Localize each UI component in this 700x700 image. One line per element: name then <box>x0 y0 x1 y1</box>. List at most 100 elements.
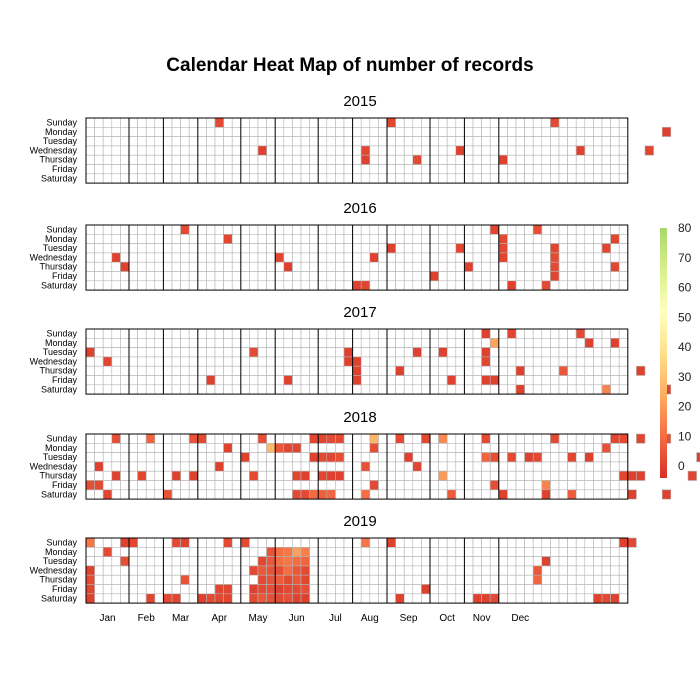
empty-day-cell <box>386 584 396 595</box>
day-cell <box>455 145 465 156</box>
empty-day-cell <box>567 470 577 481</box>
day-cell <box>627 489 637 500</box>
empty-day-cell <box>498 433 508 444</box>
empty-day-cell <box>335 375 345 386</box>
empty-day-cell <box>498 224 508 235</box>
empty-day-cell <box>283 537 293 548</box>
empty-day-cell <box>335 461 345 472</box>
empty-day-cell <box>240 117 250 128</box>
empty-day-cell <box>395 461 405 472</box>
empty-day-cell <box>421 375 431 386</box>
empty-day-cell <box>326 173 336 184</box>
empty-day-cell <box>593 127 603 137</box>
empty-day-cell <box>309 556 319 567</box>
empty-day-cell <box>111 489 121 500</box>
empty-day-cell <box>128 243 138 254</box>
empty-day-cell <box>85 243 95 254</box>
empty-day-cell <box>455 328 465 339</box>
empty-day-cell <box>85 136 95 147</box>
empty-day-cell <box>558 261 568 272</box>
empty-day-cell <box>541 243 551 254</box>
empty-day-cell <box>481 136 491 147</box>
empty-day-cell <box>446 565 457 576</box>
empty-day-cell <box>438 328 448 339</box>
empty-day-cell <box>532 154 543 165</box>
empty-day-cell <box>507 546 517 557</box>
empty-day-cell <box>188 337 199 348</box>
empty-day-cell <box>515 145 525 156</box>
empty-day-cell <box>403 375 414 386</box>
empty-day-cell <box>464 224 474 235</box>
empty-day-cell <box>120 136 130 147</box>
empty-day-cell <box>472 234 482 244</box>
empty-day-cell <box>283 173 293 184</box>
empty-day-cell <box>120 145 130 156</box>
empty-day-cell <box>300 173 310 184</box>
empty-day-cell <box>489 356 500 367</box>
empty-day-cell <box>446 337 457 348</box>
empty-day-cell <box>464 433 474 444</box>
day-cell <box>274 574 285 585</box>
empty-day-cell <box>300 337 310 348</box>
day-cell <box>180 224 190 235</box>
empty-day-cell <box>249 480 259 491</box>
empty-day-cell <box>206 280 216 291</box>
empty-day-cell <box>343 252 353 263</box>
empty-day-cell <box>550 127 560 137</box>
empty-day-cell <box>274 173 285 184</box>
empty-day-cell <box>300 154 310 165</box>
empty-day-cell <box>550 375 560 386</box>
empty-day-cell <box>137 546 147 557</box>
empty-day-cell <box>618 154 629 165</box>
empty-day-cell <box>206 546 216 557</box>
day-cell <box>610 234 620 244</box>
empty-day-cell <box>300 252 310 263</box>
empty-day-cell <box>455 470 465 481</box>
empty-day-cell <box>94 593 104 604</box>
empty-day-cell <box>403 574 414 585</box>
empty-day-cell <box>567 252 577 263</box>
day-cell <box>481 328 491 339</box>
empty-day-cell <box>455 584 465 595</box>
empty-day-cell <box>386 452 396 463</box>
empty-day-cell <box>206 365 216 376</box>
empty-day-cell <box>197 384 207 395</box>
empty-day-cell <box>163 365 173 376</box>
empty-day-cell <box>412 243 422 254</box>
empty-day-cell <box>283 280 293 291</box>
empty-day-cell <box>197 252 207 263</box>
empty-day-cell <box>395 234 405 244</box>
empty-day-cell <box>128 164 138 175</box>
empty-day-cell <box>145 271 156 282</box>
day-cell <box>283 593 293 604</box>
weekday-label: Saturday <box>41 489 78 499</box>
empty-day-cell <box>171 384 181 395</box>
empty-day-cell <box>214 546 224 557</box>
empty-day-cell <box>360 584 371 595</box>
empty-day-cell <box>197 243 207 254</box>
empty-day-cell <box>403 154 414 165</box>
empty-day-cell <box>335 136 345 147</box>
empty-day-cell <box>257 280 267 291</box>
empty-day-cell <box>309 574 319 585</box>
empty-day-cell <box>421 127 431 137</box>
empty-day-cell <box>274 328 285 339</box>
day-cell <box>524 452 534 463</box>
empty-day-cell <box>352 537 362 548</box>
day-cell <box>326 452 336 463</box>
empty-day-cell <box>231 489 242 500</box>
empty-day-cell <box>180 271 190 282</box>
empty-day-cell <box>326 136 336 147</box>
empty-day-cell <box>206 565 216 576</box>
empty-day-cell <box>412 337 422 348</box>
empty-day-cell <box>369 271 379 282</box>
empty-day-cell <box>515 280 525 291</box>
empty-day-cell <box>610 243 620 254</box>
empty-day-cell <box>395 565 405 576</box>
empty-day-cell <box>464 375 474 386</box>
empty-day-cell <box>154 164 164 175</box>
empty-day-cell <box>455 136 465 147</box>
empty-day-cell <box>601 117 611 128</box>
empty-day-cell <box>292 243 302 254</box>
empty-day-cell <box>154 154 164 165</box>
